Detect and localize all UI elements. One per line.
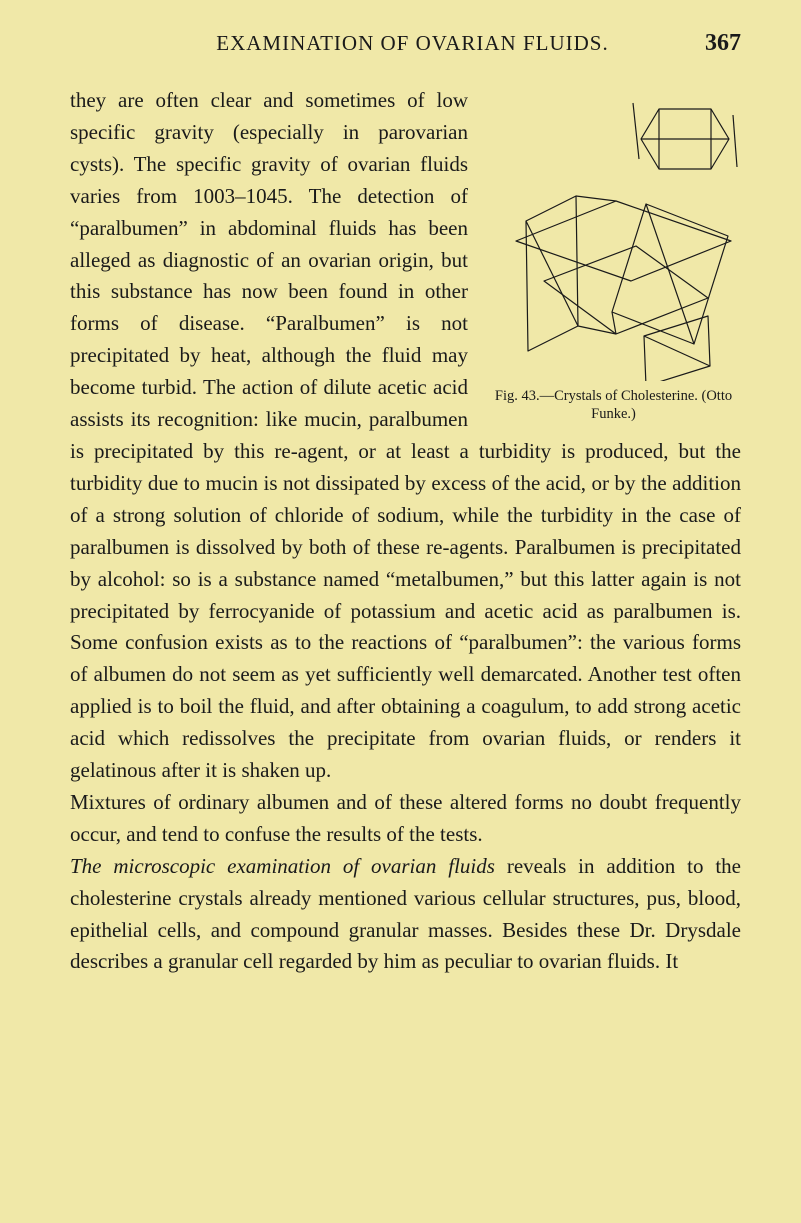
paragraph-2: Mixtures of ordinary albumen and of thes…: [70, 787, 741, 851]
figure-43: Fig. 43.—Crystals of Cholesterine. (Otto…: [486, 91, 741, 423]
crystal-illustration: [486, 91, 741, 381]
body-text: Fig. 43.—Crystals of Cholesterine. (Otto…: [70, 85, 741, 978]
paragraph-3: The microscopic examination of ovarian f…: [70, 851, 741, 979]
page-header: EXAMINATION OF OVARIAN FLUIDS. 367: [70, 30, 741, 57]
page-number: 367: [705, 30, 741, 57]
running-title: EXAMINATION OF OVARIAN FLUIDS.: [120, 31, 705, 56]
paragraph-3-lead: The microscopic examination of ovarian f…: [70, 854, 495, 878]
page: EXAMINATION OF OVARIAN FLUIDS. 367: [0, 0, 801, 1018]
figure-caption: Fig. 43.—Crystals of Cholesterine. (Otto…: [486, 387, 741, 423]
